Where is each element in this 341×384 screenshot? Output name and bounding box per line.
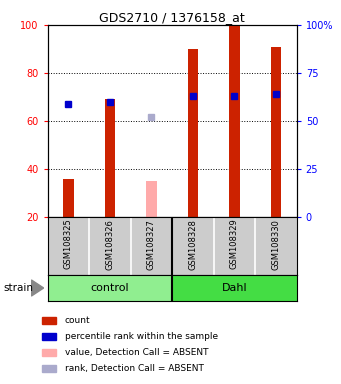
Text: GSM108329: GSM108329 [230,219,239,270]
Bar [42,365,56,372]
Text: percentile rank within the sample: percentile rank within the sample [64,332,218,341]
Bar [229,25,240,217]
Text: count: count [64,316,90,325]
Text: rank, Detection Call = ABSENT: rank, Detection Call = ABSENT [64,364,203,373]
Bar [105,99,115,217]
Bar [63,179,74,217]
Text: GSM108330: GSM108330 [271,219,280,270]
Bar [42,333,56,340]
Text: GSM108325: GSM108325 [64,219,73,270]
Text: GSM108326: GSM108326 [105,219,115,270]
Text: control: control [91,283,129,293]
Bar [271,46,281,217]
Bar [146,181,157,217]
Bar [172,275,297,301]
Bar [42,317,56,324]
Title: GDS2710 / 1376158_at: GDS2710 / 1376158_at [99,11,245,24]
Text: value, Detection Call = ABSENT: value, Detection Call = ABSENT [64,348,208,357]
Polygon shape [31,280,44,296]
Bar [48,275,172,301]
Text: Dahl: Dahl [222,283,247,293]
Bar [188,49,198,217]
Text: GSM108328: GSM108328 [189,219,197,270]
Text: strain: strain [3,283,33,293]
Bar [42,349,56,356]
Text: GSM108327: GSM108327 [147,219,156,270]
